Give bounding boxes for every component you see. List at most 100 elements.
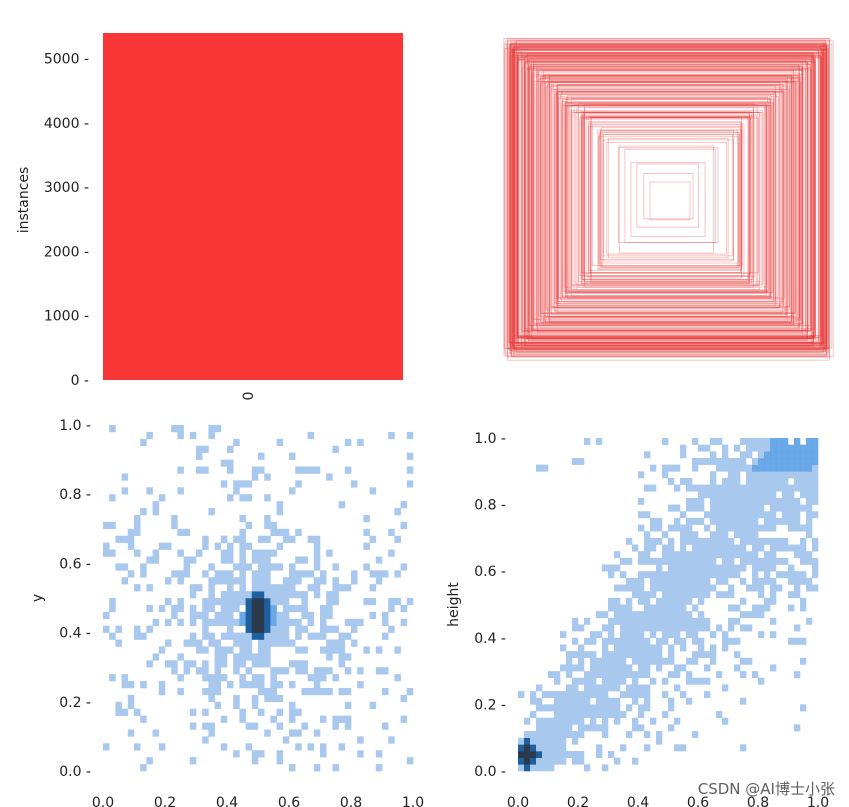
heatmap-cell xyxy=(668,651,675,659)
bounding-box-outline xyxy=(528,66,809,335)
heatmap-cell xyxy=(220,653,228,661)
heatmap-cell xyxy=(239,674,246,682)
heatmap-cell xyxy=(662,531,669,539)
heatmap-cell xyxy=(554,691,561,699)
heatmap-cell xyxy=(692,464,699,472)
heatmap-cell xyxy=(608,677,615,685)
heatmap-cell xyxy=(776,504,783,512)
heatmap-cell xyxy=(158,646,166,654)
heatmap-cell xyxy=(264,625,271,633)
heatmap-cell xyxy=(764,477,771,485)
heatmap-cell xyxy=(382,611,389,620)
bounding-box-outline xyxy=(517,55,822,344)
bounding-box-outline xyxy=(545,86,789,309)
heatmap-cell xyxy=(572,711,579,719)
bounding-box-outline xyxy=(523,61,816,329)
heatmap-cell xyxy=(806,517,813,525)
heatmap-cell xyxy=(220,604,228,613)
heatmap-cell xyxy=(264,598,271,606)
heatmap-cell xyxy=(375,570,383,578)
heatmap-cell xyxy=(632,757,639,765)
heatmap-cell xyxy=(794,464,801,472)
heatmap-cell xyxy=(626,704,633,712)
heatmap-cell xyxy=(770,444,777,452)
heatmap-cell xyxy=(189,757,197,765)
heatmap-cell xyxy=(704,617,711,625)
heatmap-cell xyxy=(220,618,228,626)
heatmap-cell xyxy=(650,624,657,632)
heatmap-cell xyxy=(245,563,253,571)
bounding-box-outline xyxy=(504,47,829,354)
heatmap-cell xyxy=(227,584,234,592)
heatmap-cell xyxy=(344,584,352,592)
heatmap-cell xyxy=(369,535,377,543)
heatmap-cell xyxy=(764,571,771,579)
heatmap-cell xyxy=(740,544,747,552)
heatmap-cell xyxy=(800,464,807,472)
heatmap-cell xyxy=(220,591,228,599)
heatmap-cell xyxy=(632,697,639,705)
bounding-box-outline xyxy=(561,101,769,292)
heatmap-cell xyxy=(740,438,747,445)
heatmap-cell xyxy=(276,632,284,640)
heatmap-cell xyxy=(406,757,414,765)
heatmap-cell xyxy=(800,604,807,612)
heatmap-cell xyxy=(270,632,277,640)
bounding-box-outline xyxy=(560,93,776,301)
heatmap-cell xyxy=(103,743,110,751)
heatmap-cell xyxy=(536,731,543,738)
heatmap-cell xyxy=(644,604,651,612)
heatmap-cell xyxy=(716,711,723,719)
heatmap-cell xyxy=(220,549,228,557)
heatmap-cell xyxy=(313,549,321,557)
heatmap-cell xyxy=(307,584,315,592)
heatmap-cell xyxy=(644,571,651,579)
heatmap-cell xyxy=(812,584,819,592)
x-tick-label: 1.0 xyxy=(402,795,424,807)
heatmap-cell xyxy=(716,491,723,499)
heatmap-cell xyxy=(338,743,346,751)
bounding-box-outline xyxy=(508,48,828,343)
heatmap-cell xyxy=(794,584,801,592)
bounding-box-outline xyxy=(529,66,803,328)
heatmap-cell xyxy=(698,497,705,505)
heatmap-cell xyxy=(608,597,615,605)
heatmap-cell xyxy=(351,570,358,578)
y-tick-label: 0.0 - xyxy=(474,764,506,780)
heatmap-cell xyxy=(239,591,246,599)
heatmap-cell xyxy=(264,535,271,543)
heatmap-cell xyxy=(518,751,525,758)
heatmap-cell xyxy=(590,664,597,672)
heatmap-cell xyxy=(566,664,573,672)
heatmap-cell xyxy=(548,724,555,732)
heatmap-cell xyxy=(728,591,735,599)
heatmap-cell xyxy=(158,687,166,696)
heatmap-cell xyxy=(650,717,657,725)
bounding-box-outline xyxy=(618,147,719,243)
heatmap-cell xyxy=(746,444,753,452)
heatmap-cell xyxy=(626,557,633,565)
heatmap-cell xyxy=(644,451,651,459)
heatmap-cell xyxy=(357,750,364,758)
heatmap-cell xyxy=(140,764,147,772)
heatmap-cell xyxy=(656,651,663,659)
heatmap-cell xyxy=(722,457,729,465)
heatmap-cell xyxy=(752,517,759,525)
bounding-box-outline xyxy=(528,64,803,326)
heatmap-cell xyxy=(788,577,795,585)
heatmap-cell xyxy=(289,715,296,723)
heatmap-cell xyxy=(674,671,681,679)
heatmap-cell xyxy=(758,471,765,479)
bounding-box-outline xyxy=(503,37,830,356)
heatmap-cell xyxy=(668,557,675,565)
heatmap-cell xyxy=(282,667,290,675)
heatmap-cell xyxy=(704,624,711,632)
heatmap-cell xyxy=(566,751,573,758)
heatmap-cell xyxy=(740,564,747,572)
heatmap-cell xyxy=(662,617,669,625)
heatmap-cell xyxy=(740,671,747,679)
x-tick-label: 0.2 xyxy=(567,795,589,807)
heatmap-cell xyxy=(770,438,777,445)
heatmap-cell xyxy=(196,549,203,557)
heatmap-cell xyxy=(326,598,333,606)
